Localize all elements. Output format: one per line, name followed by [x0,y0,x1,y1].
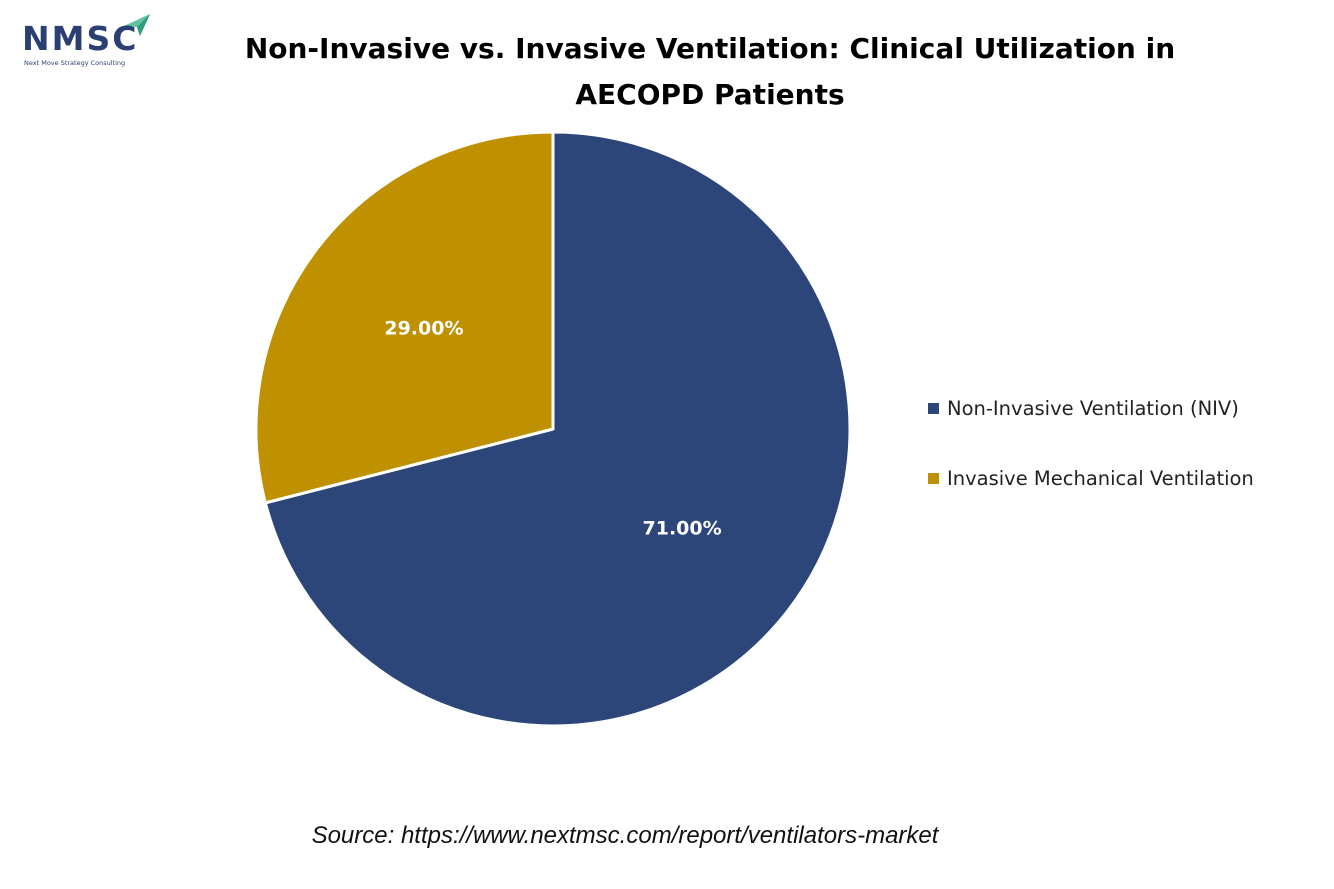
source-note: Source: https://www.nextmsc.com/report/v… [311,822,939,849]
legend-item-2: Invasive Mechanical Ventilation [928,463,1254,493]
logo-wordmark: NMSC [22,19,139,58]
slice-label-1: 71.00% [643,518,722,540]
logo-tagline: Next Move Strategy Consulting [24,59,126,67]
legend-swatch-2 [928,472,939,484]
nmsc-logo: NMSC Next Move Strategy Consulting [22,12,162,72]
legend-swatch-1 [928,402,939,414]
pie-slice-1 [263,130,852,728]
chart-legend: Non-Invasive Ventilation (NIV) Invasive M… [928,393,1254,533]
pie-slice-2 [254,130,555,505]
logo-arrow-icon [124,14,150,36]
chart-title: Non-Invasive vs. Invasive Ventilation: C… [244,32,1176,111]
legend-label-1: Non-Invasive Ventilation (NIV) [947,396,1239,420]
legend-label-2: Invasive Mechanical Ventilation [947,466,1254,490]
legend-item-1: Non-Invasive Ventilation (NIV) [928,393,1254,423]
slice-label-2: 29.00% [384,317,463,339]
